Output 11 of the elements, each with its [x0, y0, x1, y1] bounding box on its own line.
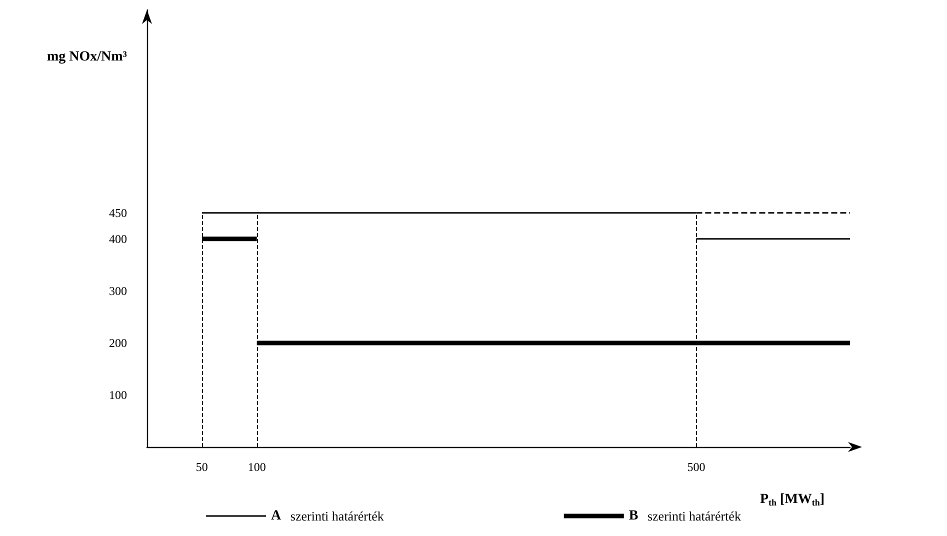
y-axis-title: mg NOx/Nm³: [46, 50, 127, 64]
y-tick-label: 400: [109, 232, 127, 246]
y-tick-label: 200: [109, 336, 127, 350]
legend-label: B szerinti határérték: [628, 508, 742, 524]
x-tick-label: 50: [196, 460, 208, 474]
x-tick-label: 500: [687, 460, 706, 474]
legend-label: A szerinti határérték: [271, 508, 384, 524]
y-tick-label: 300: [109, 284, 127, 298]
y-tick-label: 100: [109, 388, 127, 402]
x-tick-label: 100: [248, 460, 266, 474]
y-tick-label: 450: [109, 206, 127, 220]
